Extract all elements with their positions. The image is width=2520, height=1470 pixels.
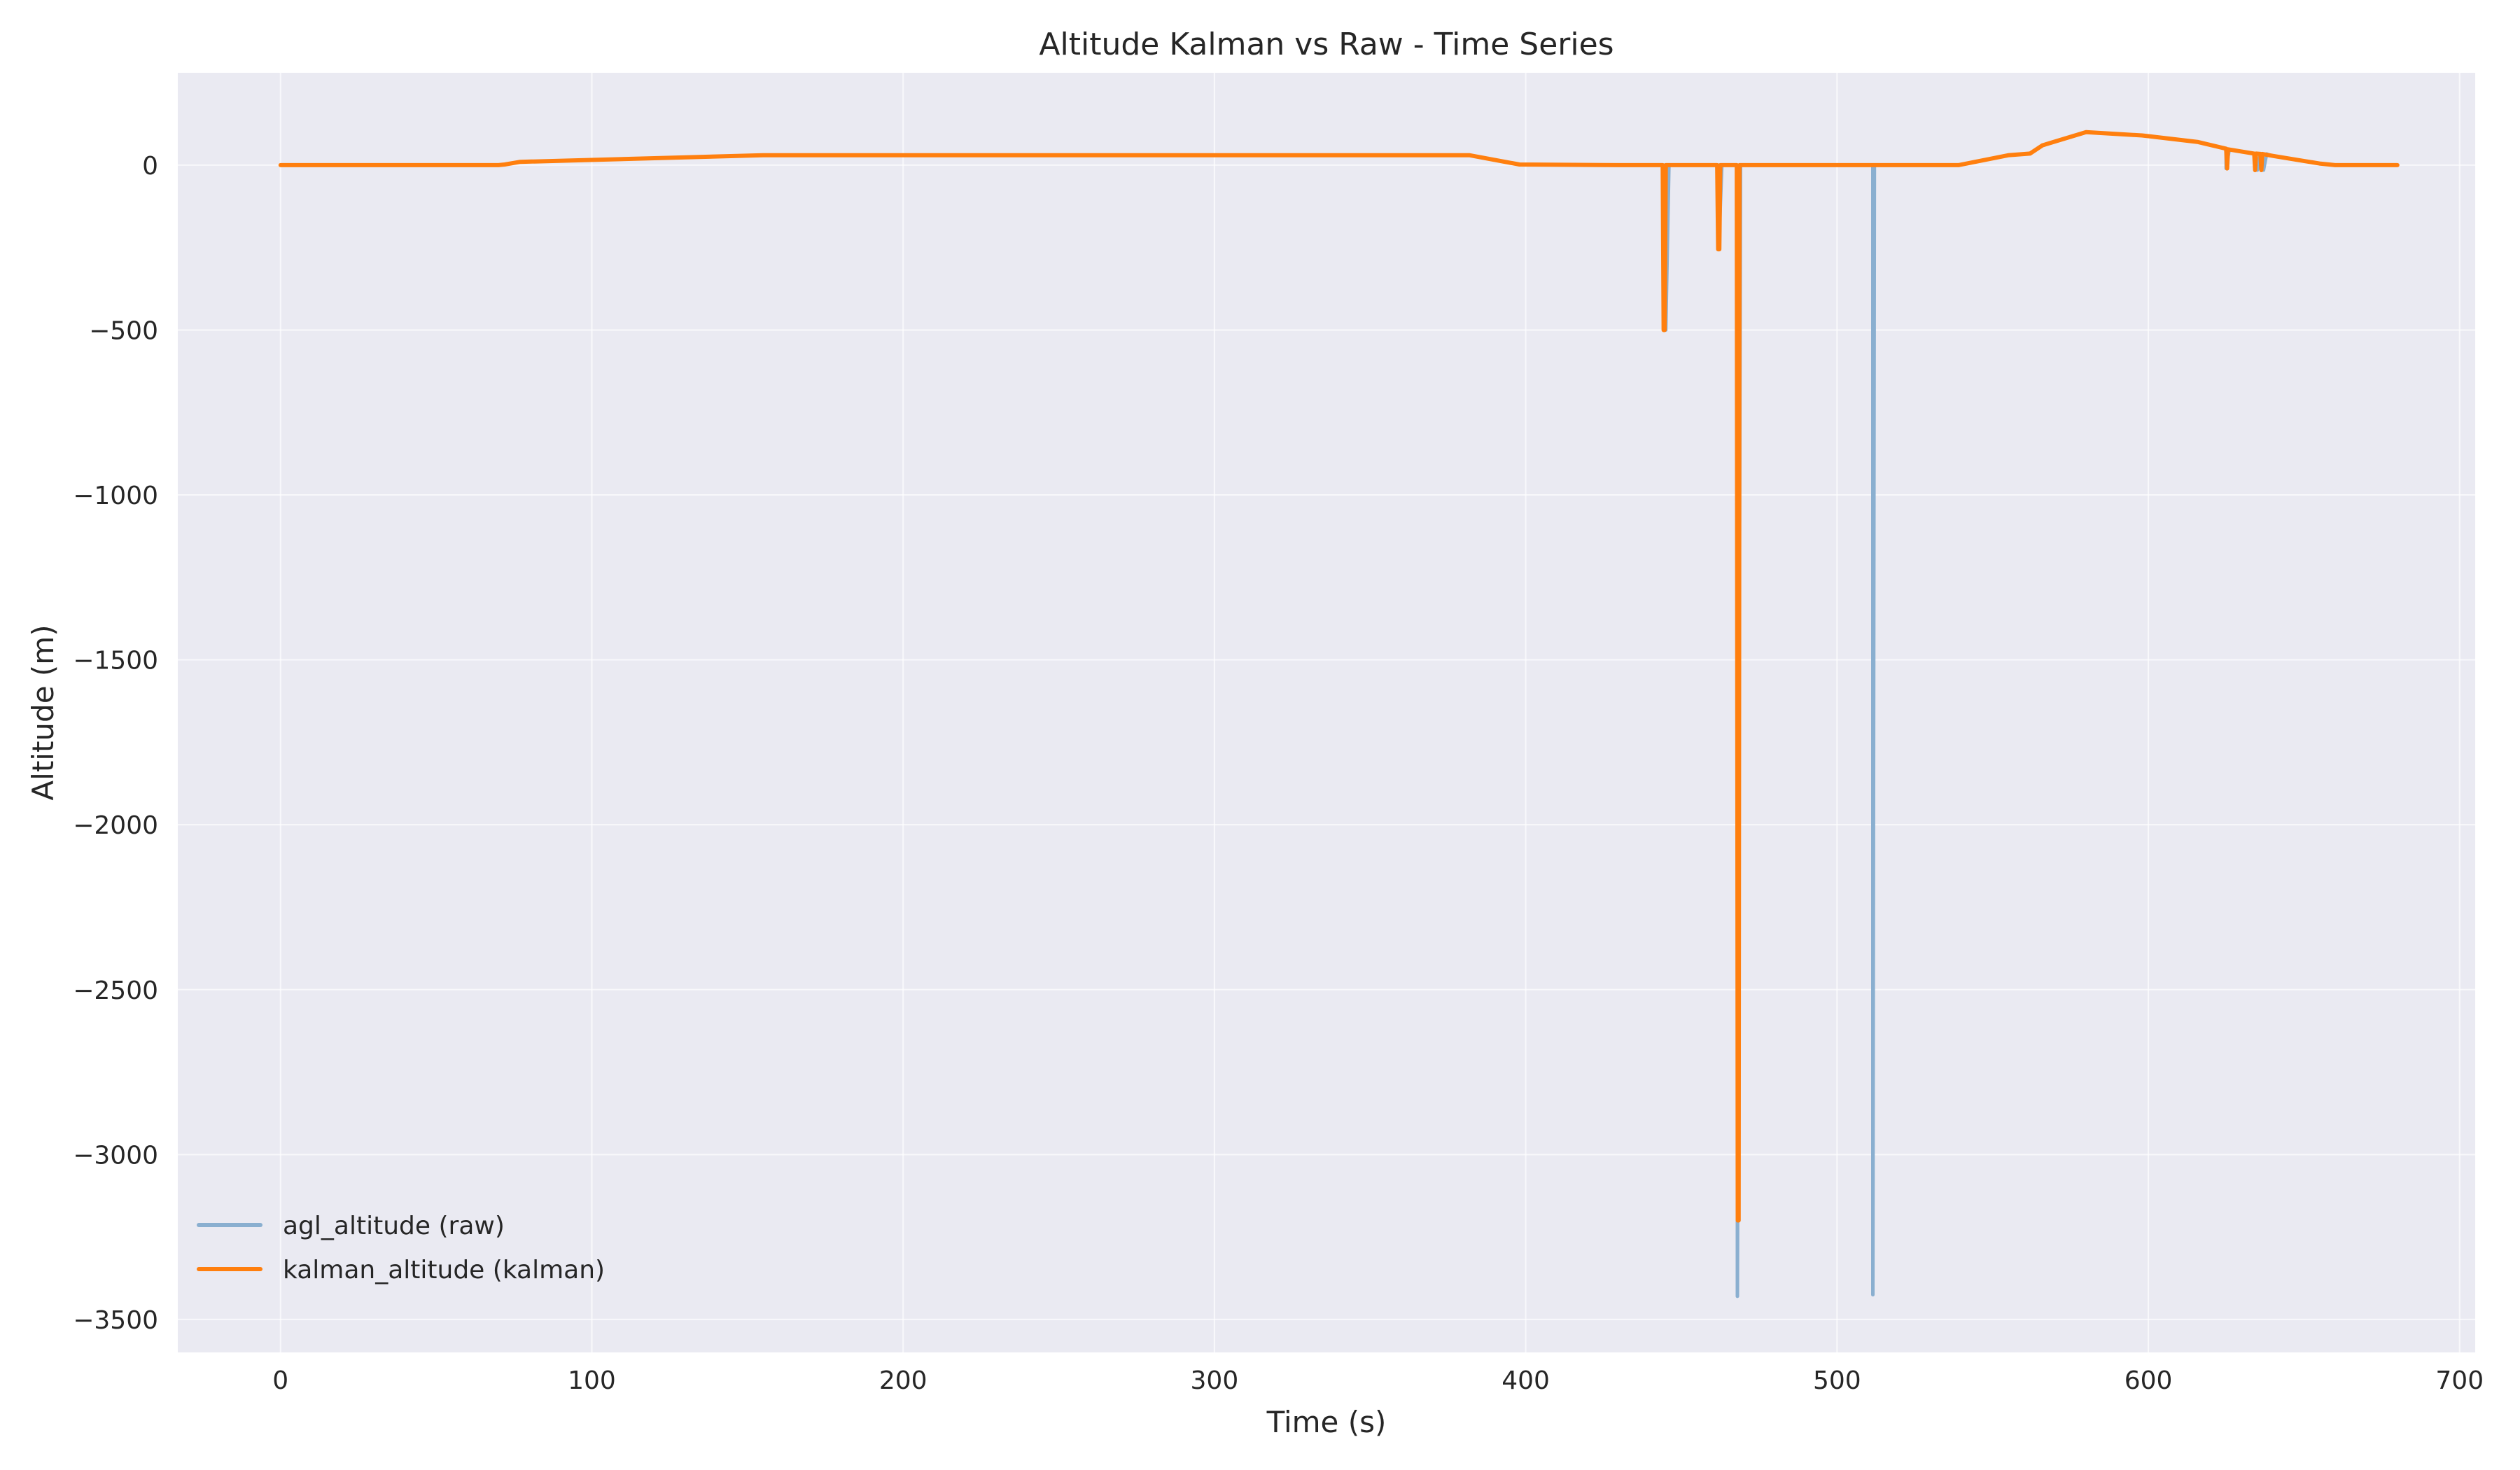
legend-label-raw: agl_altitude (raw) xyxy=(283,1212,505,1240)
x-tick-label: 100 xyxy=(568,1366,616,1395)
x-axis-label: Time (s) xyxy=(1266,1405,1387,1439)
x-tick-label: 200 xyxy=(879,1366,927,1395)
x-tick-label: 700 xyxy=(2435,1366,2484,1395)
x-tick-label: 400 xyxy=(1502,1366,1550,1395)
y-tick-label: −3000 xyxy=(73,1141,158,1170)
y-tick-label: −500 xyxy=(89,316,158,345)
series-lines xyxy=(278,130,2400,1298)
y-tick-label: −1000 xyxy=(73,482,158,510)
x-tick-label: 500 xyxy=(1813,1366,1861,1395)
tick-labels: 0 100 200 300 400 500 600 700 0 −500 −1000 −1500 −20… xyxy=(73,152,2484,1395)
y-axis-label: Altitude (m) xyxy=(26,624,60,800)
chart-title: Altitude Kalman vs Raw - Time Series xyxy=(1039,27,1614,62)
series-line-kalman xyxy=(278,130,2400,1223)
x-tick-label: 600 xyxy=(2124,1366,2173,1395)
y-tick-label: −2500 xyxy=(73,976,158,1005)
x-tick-label: 300 xyxy=(1191,1366,1239,1395)
y-tick-label: −3500 xyxy=(73,1306,158,1335)
grid-lines xyxy=(178,73,2475,1352)
plot-area-background xyxy=(178,73,2475,1352)
y-tick-label: −2000 xyxy=(73,811,158,840)
x-tick-label: 0 xyxy=(272,1366,288,1395)
y-tick-label: 0 xyxy=(142,152,158,181)
y-tick-label: −1500 xyxy=(73,647,158,676)
legend-label-kalman: kalman_altitude (kalman) xyxy=(283,1256,605,1284)
legend: agl_altitude (raw) kalman_altitude (kalm… xyxy=(197,1212,605,1284)
